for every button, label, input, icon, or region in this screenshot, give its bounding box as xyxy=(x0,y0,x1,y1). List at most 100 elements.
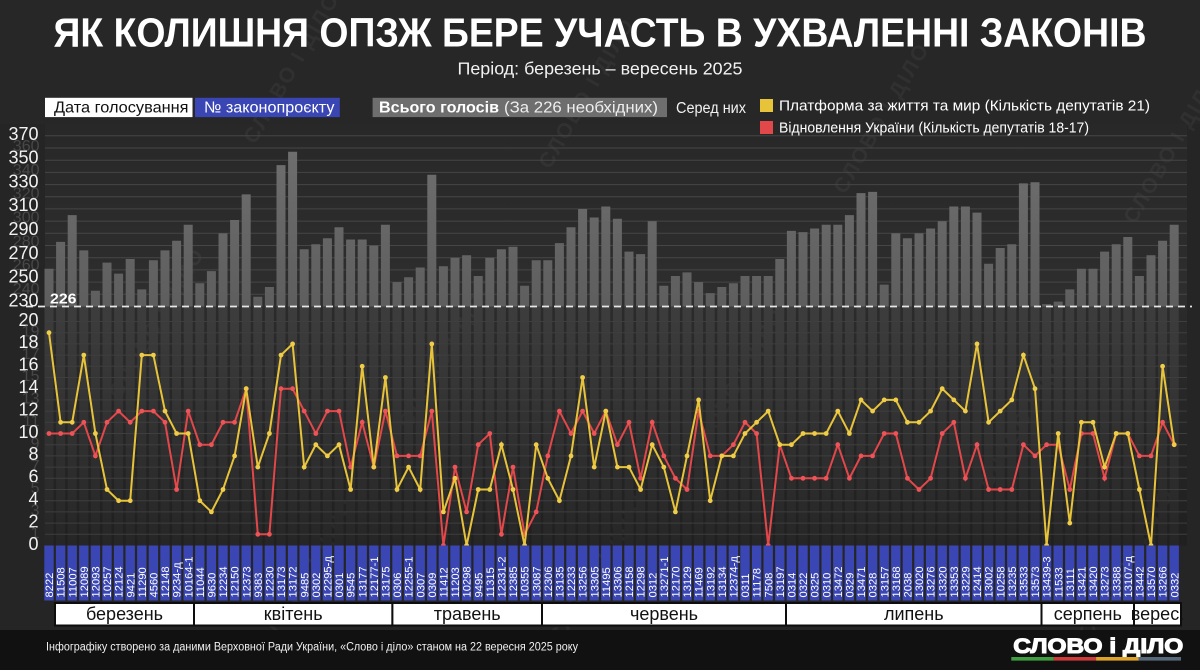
svg-text:0310: 0310 xyxy=(821,573,833,598)
svg-text:12093: 12093 xyxy=(91,566,103,597)
svg-text:13573: 13573 xyxy=(1030,566,1042,597)
svg-text:350: 350 xyxy=(8,148,38,168)
svg-text:12373: 12373 xyxy=(241,566,253,597)
svg-text:230: 230 xyxy=(8,290,38,310)
svg-text:13087: 13087 xyxy=(531,566,543,597)
svg-text:(За 226 необхідних): (За 226 необхідних) xyxy=(504,100,658,117)
svg-text:16: 16 xyxy=(18,355,38,375)
svg-text:Період: березень – вересень 20: Період: березень – вересень 2025 xyxy=(458,59,743,79)
svg-text:11203: 11203 xyxy=(450,567,462,597)
svg-text:20: 20 xyxy=(18,310,38,330)
svg-text:12234: 12234 xyxy=(218,566,230,597)
svg-text:13173: 13173 xyxy=(276,566,288,597)
svg-text:11290: 11290 xyxy=(137,567,149,597)
svg-text:2: 2 xyxy=(28,511,38,531)
svg-text:12385: 12385 xyxy=(508,566,520,597)
svg-text:серпень: серпень xyxy=(1054,604,1122,624)
svg-text:12306: 12306 xyxy=(543,566,555,597)
svg-text:Платформа за життя та мир (Кіл: Платформа за життя та мир (Кількість деп… xyxy=(779,98,1150,115)
svg-text:квітень: квітень xyxy=(264,604,323,624)
svg-text:13306: 13306 xyxy=(613,566,625,597)
svg-text:7: 7 xyxy=(31,458,40,475)
svg-text:0307: 0307 xyxy=(415,573,427,598)
svg-text:13276: 13276 xyxy=(926,566,938,597)
svg-text:250: 250 xyxy=(8,267,38,287)
svg-text:13471: 13471 xyxy=(856,566,868,597)
svg-text:11: 11 xyxy=(23,413,40,430)
svg-text:14: 14 xyxy=(18,377,38,397)
svg-text:17: 17 xyxy=(22,346,40,363)
svg-text:12374-д: 12374-д xyxy=(729,556,741,598)
svg-text:13172: 13172 xyxy=(288,566,300,597)
svg-text:240: 240 xyxy=(13,281,40,298)
svg-text:18: 18 xyxy=(18,332,38,352)
svg-text:12158: 12158 xyxy=(624,566,636,597)
svg-text:2038: 2038 xyxy=(903,573,915,598)
svg-text:0309: 0309 xyxy=(427,573,439,598)
svg-text:370: 370 xyxy=(8,124,38,144)
svg-text:№ законопроєкту: № законопроєкту xyxy=(204,100,335,117)
svg-text:270: 270 xyxy=(8,243,38,263)
svg-text:9545: 9545 xyxy=(346,573,358,598)
svg-text:19: 19 xyxy=(22,323,40,340)
svg-text:12331-2: 12331-2 xyxy=(497,556,509,597)
svg-text:0312: 0312 xyxy=(647,573,659,598)
svg-text:340: 340 xyxy=(13,162,40,179)
svg-text:13533: 13533 xyxy=(1019,566,1031,597)
svg-text:9: 9 xyxy=(31,435,40,452)
svg-text:0314: 0314 xyxy=(787,573,799,598)
svg-text:12230: 12230 xyxy=(265,566,277,597)
svg-text:13235: 13235 xyxy=(1007,566,1019,597)
svg-text:Дата голосування: Дата голосування xyxy=(54,100,189,117)
svg-text:6: 6 xyxy=(28,467,38,487)
svg-text:310: 310 xyxy=(8,195,38,215)
svg-text:9234-д: 9234-д xyxy=(172,562,184,598)
svg-text:10258: 10258 xyxy=(995,566,1007,597)
svg-text:11495: 11495 xyxy=(601,567,613,597)
svg-text:12089: 12089 xyxy=(79,566,91,597)
svg-text:12150: 12150 xyxy=(230,566,242,597)
svg-text:13134: 13134 xyxy=(717,566,729,597)
svg-text:13: 13 xyxy=(22,391,40,408)
svg-text:7508: 7508 xyxy=(763,573,775,598)
svg-text:12233: 12233 xyxy=(566,566,578,597)
svg-text:13570: 13570 xyxy=(1146,566,1158,597)
svg-text:12170: 12170 xyxy=(671,566,683,597)
svg-text:10355: 10355 xyxy=(520,566,532,597)
svg-text:5: 5 xyxy=(31,480,40,497)
svg-text:13111: 13111 xyxy=(1065,568,1077,597)
svg-text:11508: 11508 xyxy=(56,567,68,597)
svg-text:13175: 13175 xyxy=(381,566,393,597)
svg-text:13472: 13472 xyxy=(833,566,845,597)
svg-text:13129: 13129 xyxy=(682,566,694,597)
svg-text:0322: 0322 xyxy=(798,573,810,598)
svg-text:13256: 13256 xyxy=(578,566,590,597)
svg-text:13271-1: 13271-1 xyxy=(659,556,671,597)
svg-text:12177-1: 12177-1 xyxy=(369,556,381,597)
svg-text:червень: червень xyxy=(630,604,698,624)
svg-text:320: 320 xyxy=(13,186,40,203)
svg-text:330: 330 xyxy=(8,171,38,191)
svg-text:280: 280 xyxy=(13,233,40,250)
svg-text:8: 8 xyxy=(28,444,38,464)
svg-text:0328: 0328 xyxy=(868,573,880,598)
svg-text:13388: 13388 xyxy=(1111,566,1123,597)
svg-text:0329: 0329 xyxy=(845,573,857,598)
svg-text:260: 260 xyxy=(13,257,40,274)
svg-text:13197: 13197 xyxy=(775,566,787,597)
svg-text:13442: 13442 xyxy=(1135,566,1147,597)
svg-text:11533: 11533 xyxy=(1053,567,1065,597)
svg-text:300: 300 xyxy=(13,210,40,227)
svg-text:13320: 13320 xyxy=(937,566,949,597)
svg-text:0: 0 xyxy=(28,534,38,554)
svg-text:3: 3 xyxy=(31,503,40,520)
svg-text:Всього голосів: Всього голосів xyxy=(379,100,499,117)
svg-text:СЛОВО і ДІЛО: СЛОВО і ДІЛО xyxy=(1013,634,1183,658)
svg-text:0306: 0306 xyxy=(392,573,404,598)
svg-text:10257: 10257 xyxy=(102,566,114,597)
svg-text:10298: 10298 xyxy=(462,566,474,597)
svg-text:4560: 4560 xyxy=(149,573,161,598)
svg-text:верес.: верес. xyxy=(1131,604,1184,624)
svg-text:11315: 11315 xyxy=(485,567,497,597)
svg-text:12414: 12414 xyxy=(972,566,984,597)
